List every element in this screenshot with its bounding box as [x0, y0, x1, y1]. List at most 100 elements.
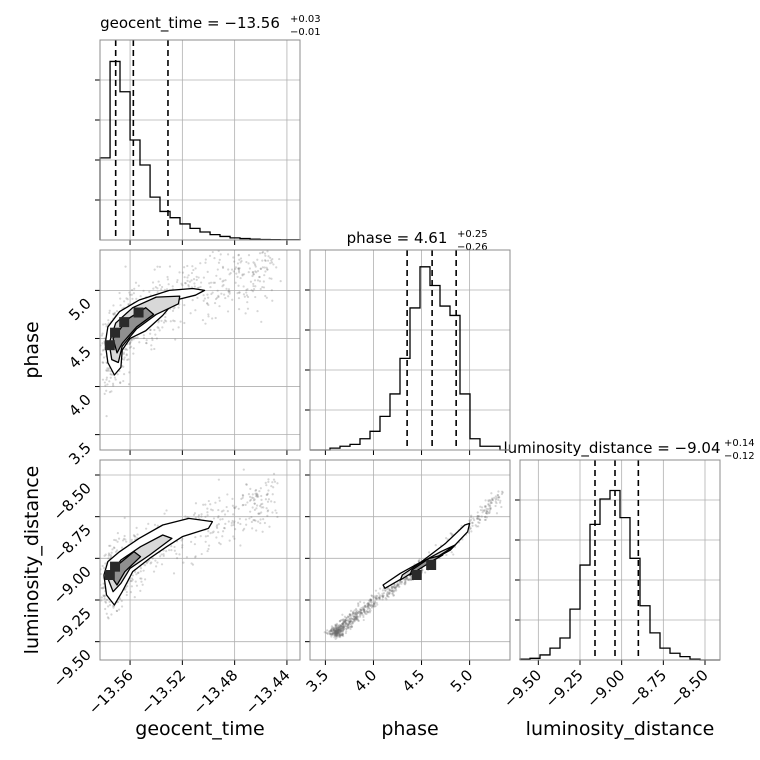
scatter-point: [359, 610, 362, 614]
scatter-point: [360, 611, 363, 615]
scatter-point: [246, 501, 249, 504]
scatter-point: [254, 489, 257, 492]
scatter-point: [378, 596, 381, 599]
scatter-point: [332, 632, 335, 635]
scatter-point: [351, 612, 354, 615]
tick-label-geocent_time: −13.52: [137, 666, 189, 718]
scatter-point: [353, 618, 356, 621]
scatter-point: [337, 625, 340, 628]
scatter-point: [230, 521, 233, 525]
scatter-point: [265, 507, 268, 510]
scatter-point: [130, 345, 133, 348]
scatter-point: [392, 585, 395, 589]
scatter-point: [262, 506, 265, 509]
scatter-point: [258, 512, 261, 515]
scatter-point: [200, 552, 203, 556]
scatter-point: [337, 632, 340, 635]
scatter-point: [190, 540, 193, 543]
scatter-point: [105, 378, 108, 381]
scatter-point: [267, 480, 270, 483]
scatter-point: [153, 268, 156, 271]
scatter-point: [382, 594, 385, 597]
title-geocent_time-sub: −0.01: [290, 27, 321, 38]
scatter-point: [227, 268, 230, 271]
scatter-point: [359, 600, 362, 604]
scatter-point: [181, 271, 185, 274]
scatter-point: [362, 607, 365, 610]
scatter-point: [341, 619, 345, 622]
scatter-point: [353, 612, 356, 615]
scatter-point: [116, 373, 119, 376]
scatter-point: [270, 277, 273, 280]
scatter-point: [100, 596, 103, 599]
scatter-point: [356, 612, 359, 615]
scatter-point: [335, 631, 339, 634]
scatter-point: [499, 499, 502, 502]
scatter-point: [487, 499, 490, 502]
scatter-point: [104, 607, 107, 611]
scatter-point: [485, 512, 489, 515]
scatter-point: [390, 589, 393, 593]
scatter-point: [186, 279, 189, 282]
scatter-point: [341, 622, 344, 625]
scatter-point: [375, 601, 378, 604]
scatter-point: [246, 295, 250, 299]
scatter-point: [183, 281, 187, 285]
scatter-point: [217, 508, 220, 512]
scatter-point: [101, 587, 104, 590]
scatter-point: [351, 620, 355, 623]
scatter-point: [381, 592, 384, 595]
scatter-point: [175, 552, 178, 555]
scatter-point: [330, 628, 333, 631]
scatter-point: [489, 507, 492, 510]
scatter-point: [483, 518, 487, 521]
scatter-point: [259, 518, 262, 521]
scatter-point: [329, 632, 332, 636]
scatter-point: [363, 610, 366, 614]
scatter-point: [193, 512, 197, 515]
scatter-point: [137, 284, 140, 287]
scatter-point: [340, 625, 344, 628]
scatter-point: [245, 288, 248, 292]
scatter-point: [126, 585, 129, 588]
scatter-point: [387, 591, 391, 595]
scatter-point: [365, 612, 368, 616]
scatter-point: [244, 312, 247, 315]
scatter-point: [335, 631, 338, 634]
scatter-point: [340, 629, 343, 633]
scatter-point: [217, 478, 220, 481]
scatter-point: [116, 540, 119, 543]
scatter-point: [495, 501, 498, 505]
scatter-point: [478, 518, 482, 521]
scatter-point: [332, 629, 335, 632]
scatter-point: [335, 631, 338, 634]
scatter-point: [335, 631, 338, 634]
scatter-point: [391, 587, 394, 590]
scatter-point: [341, 622, 344, 626]
scatter-point: [339, 624, 342, 627]
scatter-point: [136, 533, 139, 536]
scatter-point: [266, 268, 269, 271]
scatter-point: [336, 629, 340, 632]
scatter-point: [496, 496, 499, 499]
scatter-point: [266, 510, 269, 513]
scatter-point: [353, 618, 356, 621]
scatter-point: [330, 632, 334, 635]
scatter-point: [406, 576, 409, 579]
scatter-point: [338, 631, 341, 634]
scatter-point: [264, 294, 267, 298]
scatter-point: [200, 515, 203, 518]
scatter-point: [500, 505, 503, 509]
scatter-point: [468, 520, 472, 523]
scatter-point: [270, 500, 273, 503]
scatter-point: [494, 504, 497, 508]
scatter-point: [378, 598, 381, 601]
scatter-point: [490, 501, 493, 505]
scatter-point: [372, 596, 375, 599]
scatter-point: [336, 629, 339, 632]
scatter-point: [329, 633, 332, 636]
scatter-point: [352, 617, 355, 620]
scatter-point: [333, 629, 336, 632]
scatter-point: [393, 583, 396, 586]
scatter-point: [340, 627, 344, 631]
